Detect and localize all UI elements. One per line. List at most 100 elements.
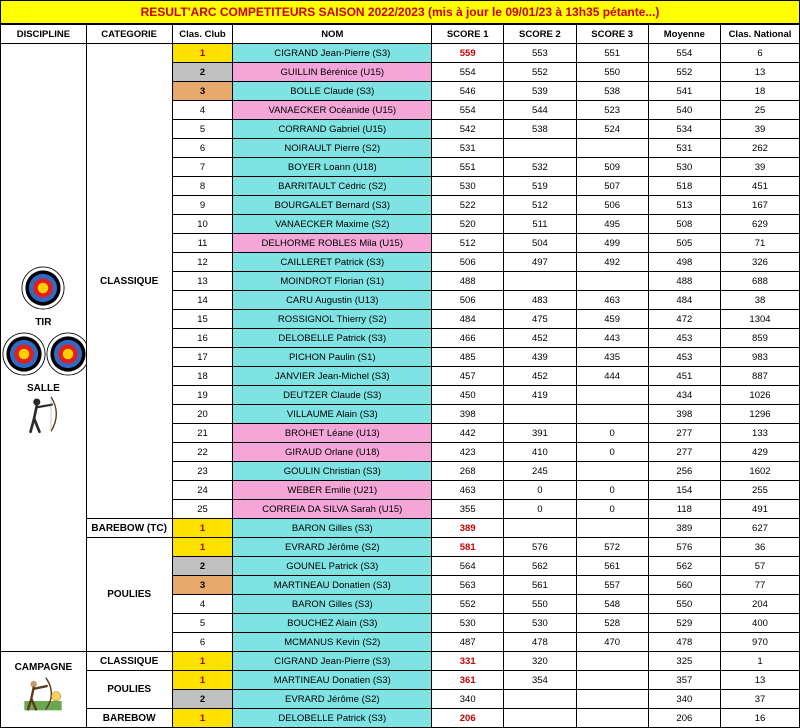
moyenne-cell: 560: [648, 576, 720, 595]
score2-cell: 504: [504, 234, 576, 253]
score1-cell: 398: [432, 405, 504, 424]
national-cell: 262: [720, 139, 799, 158]
table-body: TIR SALLE CLASSIQUE1 CIGRAND Jean-Pierre…: [1, 44, 800, 728]
national-cell: 25: [720, 101, 799, 120]
moyenne-cell: 277: [648, 443, 720, 462]
moyenne-cell: 154: [648, 481, 720, 500]
national-cell: 71: [720, 234, 799, 253]
name-cell: WEBER Emilie (U21): [233, 481, 432, 500]
score2-cell: 511: [504, 215, 576, 234]
moyenne-cell: 529: [648, 614, 720, 633]
score2-cell: 354: [504, 671, 576, 690]
category-cell-barebow: BAREBOW: [86, 709, 172, 728]
campagne-icon: [19, 673, 67, 715]
rank-cell: 5: [172, 614, 233, 633]
rank-cell: 6: [172, 139, 233, 158]
score2-cell: 539: [504, 82, 576, 101]
moyenne-cell: 118: [648, 500, 720, 519]
score2-cell: 410: [504, 443, 576, 462]
moyenne-cell: 357: [648, 671, 720, 690]
category-cell-poulies-2: POULIES: [86, 671, 172, 709]
score1-cell: 563: [432, 576, 504, 595]
score1-cell: 450: [432, 386, 504, 405]
national-cell: 13: [720, 671, 799, 690]
table-row: POULIES1 EVRARD Jérôme (S2) 581 576 572 …: [1, 538, 800, 557]
score1-cell: 331: [432, 652, 504, 671]
discipline-label-salle: SALLE: [2, 383, 85, 394]
rank-cell: 9: [172, 196, 233, 215]
rank-cell: 8: [172, 177, 233, 196]
score2-cell: 532: [504, 158, 576, 177]
moyenne-cell: 453: [648, 348, 720, 367]
score3-cell: 459: [576, 310, 648, 329]
score2-cell: 538: [504, 120, 576, 139]
rank-cell: 13: [172, 272, 233, 291]
moyenne-cell: 513: [648, 196, 720, 215]
moyenne-cell: 325: [648, 652, 720, 671]
score3-cell: 470: [576, 633, 648, 652]
national-cell: 1304: [720, 310, 799, 329]
score2-cell: [504, 709, 576, 728]
national-cell: 451: [720, 177, 799, 196]
national-cell: 57: [720, 557, 799, 576]
score2-cell: 320: [504, 652, 576, 671]
name-cell: DEUTZER Claude (S3): [233, 386, 432, 405]
score1-cell: 206: [432, 709, 504, 728]
national-cell: 400: [720, 614, 799, 633]
score3-cell: 506: [576, 196, 648, 215]
discipline-cell: TIR SALLE: [1, 44, 87, 652]
name-cell: ROSSIGNOL Thierry (S2): [233, 310, 432, 329]
score3-cell: 551: [576, 44, 648, 63]
score3-cell: 463: [576, 291, 648, 310]
rank-cell: 1: [172, 519, 233, 538]
moyenne-cell: 472: [648, 310, 720, 329]
score1-cell: 554: [432, 101, 504, 120]
category-cell-classique: CLASSIQUE: [86, 44, 172, 519]
table-row: CAMPAGNE CLASSIQUE1 CIGRAND Jean-Pierre …: [1, 652, 800, 671]
score3-cell: [576, 671, 648, 690]
name-cell: CORRAND Gabriel (U15): [233, 120, 432, 139]
moyenne-cell: 498: [648, 253, 720, 272]
score1-cell: 559: [432, 44, 504, 63]
score3-cell: [576, 690, 648, 709]
score1-cell: 512: [432, 234, 504, 253]
moyenne-cell: 518: [648, 177, 720, 196]
score3-cell: [576, 462, 648, 481]
moyenne-cell: 453: [648, 329, 720, 348]
score1-cell: 484: [432, 310, 504, 329]
score2-cell: 0: [504, 481, 576, 500]
name-cell: VANAECKER Maxime (S2): [233, 215, 432, 234]
name-cell: CARU Augustin (U13): [233, 291, 432, 310]
score1-cell: 506: [432, 253, 504, 272]
name-cell: BARON Gilles (S3): [233, 595, 432, 614]
score3-cell: 557: [576, 576, 648, 595]
moyenne-cell: 541: [648, 82, 720, 101]
score3-cell: 528: [576, 614, 648, 633]
score2-cell: 512: [504, 196, 576, 215]
rank-cell: 15: [172, 310, 233, 329]
name-cell: BARON Gilles (S3): [233, 519, 432, 538]
score1-cell: 554: [432, 63, 504, 82]
score2-cell: 475: [504, 310, 576, 329]
rank-cell: 2: [172, 63, 233, 82]
category-cell-poulies: POULIES: [86, 538, 172, 652]
score2-cell: 419: [504, 386, 576, 405]
rank-cell: 1: [172, 709, 233, 728]
score3-cell: 0: [576, 500, 648, 519]
score1-cell: 542: [432, 120, 504, 139]
name-cell: CIGRAND Jean-Pierre (S3): [233, 44, 432, 63]
rank-cell: 5: [172, 120, 233, 139]
name-cell: CIGRAND Jean-Pierre (S3): [233, 652, 432, 671]
header-row: DISCIPLINE CATEGORIE Clas. Club NOM SCOR…: [1, 25, 800, 44]
table-row: BAREBOW1 DELOBELLE Patrick (S3) 206 206 …: [1, 709, 800, 728]
score1-cell: 268: [432, 462, 504, 481]
score2-cell: 497: [504, 253, 576, 272]
national-cell: 859: [720, 329, 799, 348]
category-cell-barebow-tc: BAREBOW (TC): [86, 519, 172, 538]
score1-cell: 389: [432, 519, 504, 538]
name-cell: GOULIN Christian (S3): [233, 462, 432, 481]
score3-cell: 0: [576, 424, 648, 443]
score1-cell: 355: [432, 500, 504, 519]
score1-cell: 340: [432, 690, 504, 709]
moyenne-cell: 484: [648, 291, 720, 310]
